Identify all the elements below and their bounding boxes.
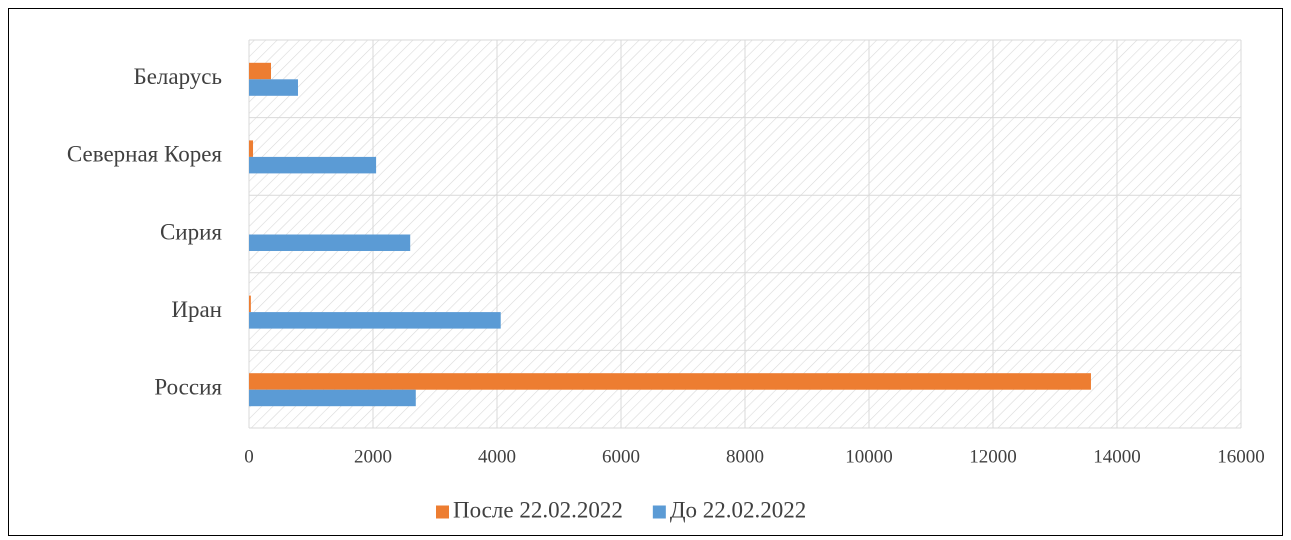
x-tick-label: 2000	[354, 446, 392, 467]
x-tick-label: 8000	[726, 446, 764, 467]
legend-label: После 22.02.2022	[453, 497, 623, 522]
bar	[249, 389, 416, 407]
bar	[249, 140, 254, 157]
x-tick-label: 0	[244, 446, 254, 467]
bar	[249, 79, 298, 96]
y-tick-label: Россия	[154, 374, 222, 399]
legend-swatch	[436, 505, 449, 519]
bar	[249, 295, 251, 313]
x-tick-label: 12000	[969, 446, 1017, 467]
legend-swatch	[652, 505, 666, 519]
x-tick-label: 16000	[1217, 446, 1265, 467]
bar	[249, 156, 377, 174]
bar	[249, 373, 1091, 390]
y-tick-label: Иран	[171, 297, 222, 322]
y-tick-label: Сирия	[160, 219, 222, 244]
x-tick-label: 14000	[1093, 446, 1141, 467]
x-tick-label: 10000	[845, 446, 893, 467]
bar	[249, 62, 272, 80]
legend-label: До 22.02.2022	[670, 497, 806, 522]
bar	[249, 312, 501, 329]
bar	[249, 234, 411, 251]
x-tick-label: 4000	[478, 446, 516, 467]
y-tick-label: Северная Корея	[67, 142, 223, 167]
x-tick-label: 6000	[602, 446, 640, 467]
y-tick-label: Беларусь	[134, 64, 223, 89]
